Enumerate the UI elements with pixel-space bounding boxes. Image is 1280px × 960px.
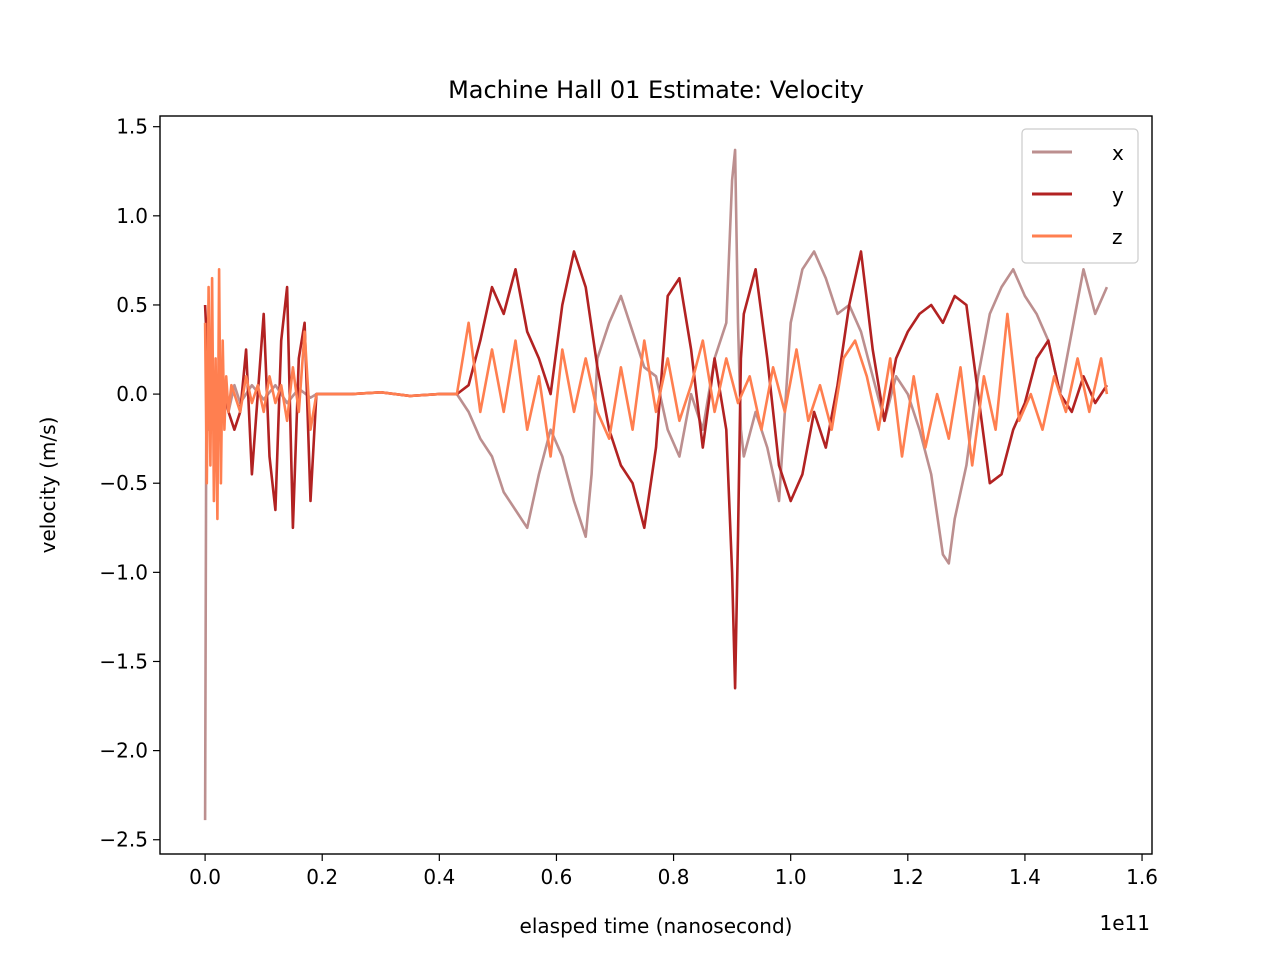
y-tick-label: −0.5 — [99, 471, 148, 495]
series-line-z — [203, 267, 1109, 521]
chart-title: Machine Hall 01 Estimate: Velocity — [448, 76, 864, 104]
x-tick-label: 1.0 — [775, 865, 807, 889]
y-tick-label: 0.5 — [116, 293, 148, 317]
legend-label-x: x — [1112, 141, 1124, 165]
plot-area — [159, 115, 1153, 855]
x-tick-label: 1.6 — [1126, 865, 1158, 889]
y-tick-label: −2.5 — [99, 828, 148, 852]
x-axis-ticks: 0.0 0.2 0.4 0.6 0.8 1.0 1.2 1.4 1.6 — [189, 854, 1158, 889]
y-axis-ticks: 1.5 1.0 0.5 0.0 −0.5 −1.0 −1.5 −2.0 −2.5 — [99, 115, 160, 852]
y-tick-label: −2.0 — [99, 739, 148, 763]
y-tick-label: −1.5 — [99, 649, 148, 673]
x-axis-offset-label: 1e11 — [1100, 911, 1150, 935]
axes-frame — [159, 115, 1153, 855]
legend: xyz — [1021, 128, 1139, 264]
y-tick-label: 0.0 — [116, 382, 148, 406]
legend-label-y: y — [1112, 183, 1124, 207]
series-layer — [203, 148, 1109, 821]
x-tick-label: 0.2 — [306, 865, 338, 889]
x-tick-label: 1.2 — [892, 865, 924, 889]
legend-label-z: z — [1112, 225, 1123, 249]
x-tick-label: 0.6 — [541, 865, 573, 889]
y-tick-label: 1.5 — [116, 115, 148, 139]
x-tick-label: 0.4 — [423, 865, 455, 889]
x-tick-label: 0.0 — [189, 865, 221, 889]
series-line-y — [203, 250, 1108, 690]
x-tick-label: 1.4 — [1009, 865, 1041, 889]
x-axis-label: elasped time (nanosecond) — [520, 914, 793, 938]
x-tick-label: 0.8 — [658, 865, 690, 889]
y-axis-label: velocity (m/s) — [36, 417, 60, 554]
y-tick-label: −1.0 — [99, 560, 148, 584]
y-tick-label: 1.0 — [116, 204, 148, 228]
legend-box — [1021, 128, 1139, 264]
